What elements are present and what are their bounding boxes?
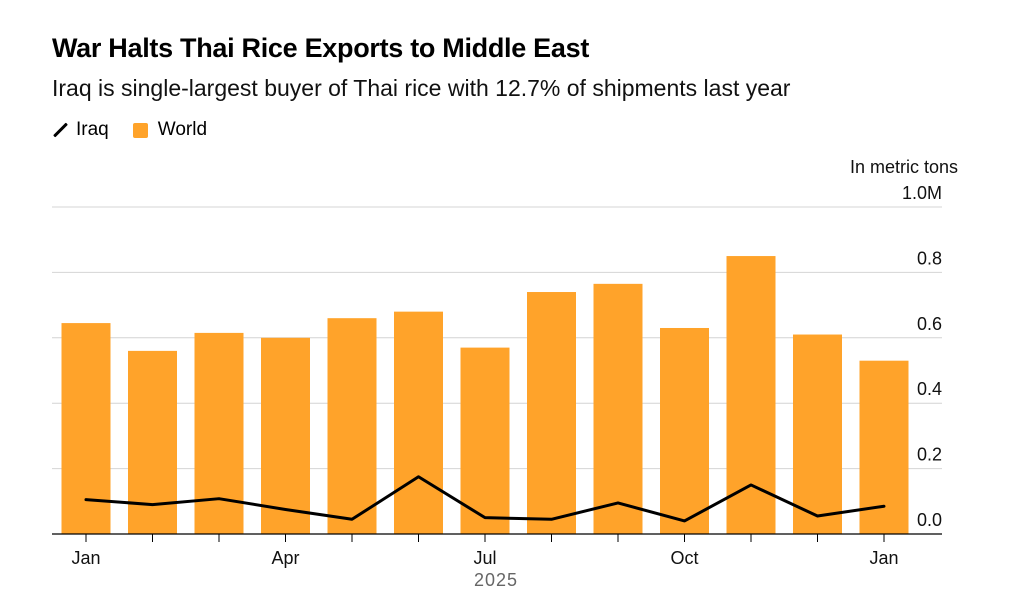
world-bar (394, 311, 443, 534)
year-label: 2025 (474, 570, 518, 590)
chart-subtitle: Iraq is single-largest buyer of Thai ric… (52, 75, 791, 101)
world-bars (61, 256, 909, 534)
world-bar (726, 256, 776, 534)
chart-title: War Halts Thai Rice Exports to Middle Ea… (52, 33, 590, 63)
legend-item-iraq: Iraq (52, 119, 109, 141)
world-bar (194, 332, 244, 534)
legend: Iraq World (52, 119, 231, 141)
y-tick-label: 0.0 (917, 510, 942, 530)
legend-label-iraq: Iraq (76, 119, 109, 140)
x-axis (52, 533, 942, 542)
world-bar (261, 337, 310, 534)
y-tick-label: 0.2 (917, 445, 942, 465)
axis-labels: 0.0 0.2 0.4 0.6 0.8 1.0M Jan Apr Jul Oct Jan 2025 (71, 183, 942, 590)
y-tick-label: 1.0M (902, 183, 942, 203)
unit-label: In metric tons (849, 157, 958, 177)
x-tick-label: Oct (670, 548, 698, 568)
legend-label-world: World (157, 119, 208, 140)
x-tick-label: Jan (869, 548, 898, 568)
world-bar (593, 283, 643, 534)
x-tick-label: Jan (71, 548, 100, 568)
y-tick-label: 0.4 (917, 379, 942, 399)
world-bar (128, 350, 177, 534)
y-tick-label: 0.6 (917, 314, 942, 334)
x-tick-label: Apr (271, 548, 299, 568)
iraq-line-series (84, 475, 886, 523)
world-bar (793, 334, 842, 534)
world-bar (660, 327, 709, 534)
world-bar (460, 347, 510, 534)
square-icon (132, 122, 148, 138)
world-bar (327, 318, 377, 534)
world-bar (527, 292, 576, 534)
legend-item-world: World (132, 119, 208, 141)
y-tick-label: 0.8 (917, 248, 942, 268)
x-tick-label: Jul (473, 548, 496, 568)
